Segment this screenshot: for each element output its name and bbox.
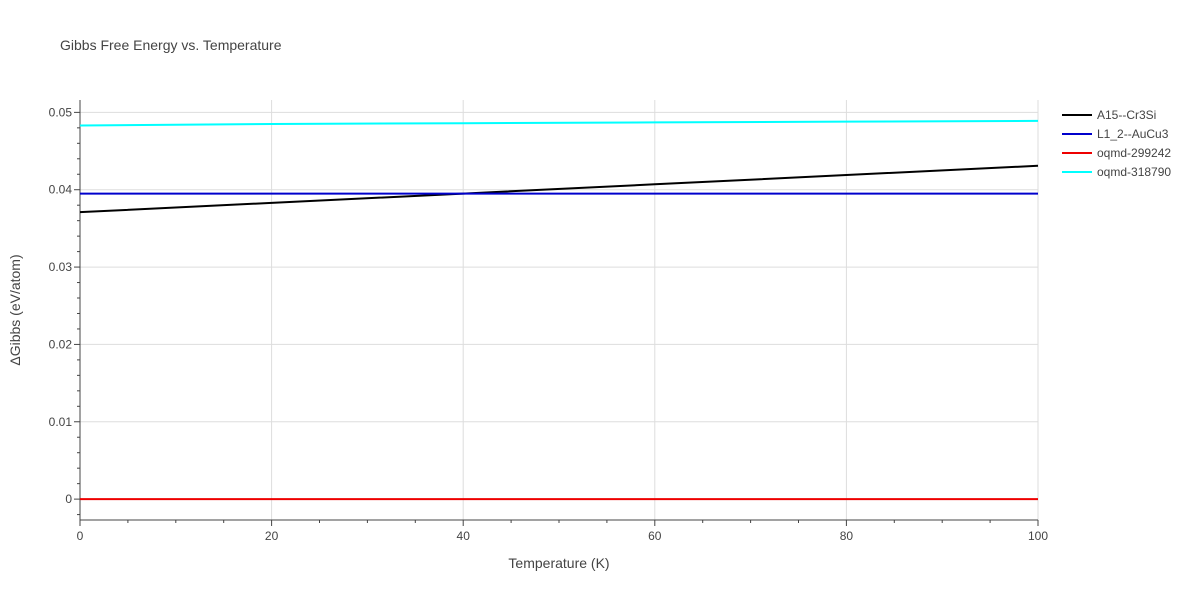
y-tick-label: 0: [65, 492, 72, 506]
x-tick-label: 60: [648, 529, 662, 543]
y-tick-label: 0.01: [49, 415, 73, 429]
series-line-oqmd-318790: [79, 119, 1039, 127]
legend-label: A15--Cr3Si: [1097, 108, 1156, 122]
y-tick-label: 0.05: [49, 105, 73, 119]
y-axis-title: ΔGibbs (eV/atom): [7, 254, 23, 365]
legend: A15--Cr3Si L1_2--AuCu3 oqmd-299242 oqmd-318…: [1062, 108, 1171, 179]
y-tick-label: 0.02: [49, 337, 73, 351]
y-tick-label: 0.03: [49, 260, 73, 274]
x-tick-label: 80: [840, 529, 854, 543]
legend-label: oqmd-318790: [1097, 165, 1171, 179]
x-tick-label: 100: [1028, 529, 1048, 543]
legend-label: oqmd-299242: [1097, 146, 1171, 160]
series-line-A15--Cr3Si: [79, 164, 1039, 214]
x-axis-title: Temperature (K): [508, 555, 609, 571]
grid-lines: [80, 100, 1039, 520]
x-tick-label: 20: [265, 529, 279, 543]
x-tick-label: 0: [77, 529, 84, 543]
axes: 0 20 40 60 80 100 0 0.01 0.02 0.03 0.04 0.05: [49, 100, 1048, 543]
x-tick-label: 40: [457, 529, 471, 543]
y-tick-label: 0.04: [49, 183, 73, 197]
chart-title: Gibbs Free Energy vs. Temperature: [60, 37, 282, 53]
series-lines: [79, 119, 1039, 501]
legend-label: L1_2--AuCu3: [1097, 127, 1169, 141]
